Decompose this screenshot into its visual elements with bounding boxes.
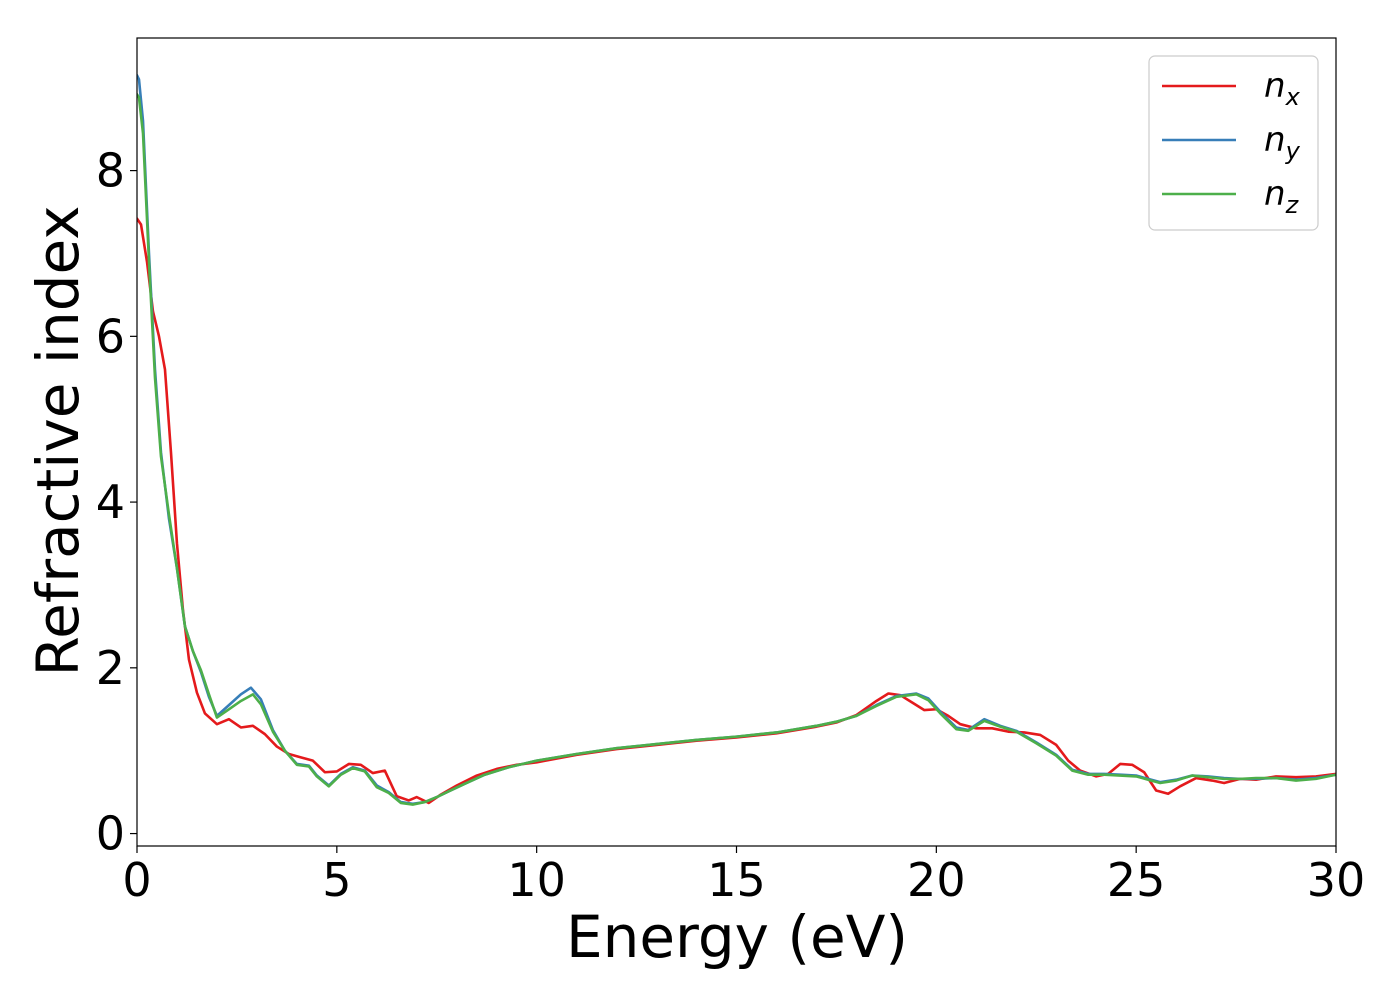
x-axis: 0 5 10 15 20 25 30 <box>122 846 1365 907</box>
legend-label-x: nx <box>1264 66 1301 111</box>
x-tick-label: 30 <box>1307 853 1366 907</box>
y-tick-label: 6 <box>96 309 125 363</box>
y-axis: 0 2 4 6 8 <box>96 144 137 861</box>
x-tick-label: 0 <box>122 853 151 907</box>
x-tick-label: 20 <box>907 853 966 907</box>
y-tick-label: 8 <box>96 144 125 198</box>
y-tick-label: 4 <box>96 475 125 529</box>
x-tick-label: 25 <box>1107 853 1166 907</box>
x-tick-label: 15 <box>707 853 766 907</box>
legend-label-z: nz <box>1264 174 1300 219</box>
legend: nx ny nz <box>1148 55 1319 231</box>
x-tick-label: 5 <box>322 853 351 907</box>
x-tick-label: 10 <box>507 853 566 907</box>
series-line-z <box>137 93 1336 806</box>
legend-box <box>1148 55 1319 231</box>
y-tick-label: 0 <box>96 807 125 861</box>
series-line-x <box>137 217 1336 805</box>
y-axis-label: Refractive index <box>24 205 92 676</box>
x-axis-label: Energy (eV) <box>566 903 908 971</box>
legend-label-y: ny <box>1264 120 1301 165</box>
y-tick-label: 2 <box>96 641 125 695</box>
